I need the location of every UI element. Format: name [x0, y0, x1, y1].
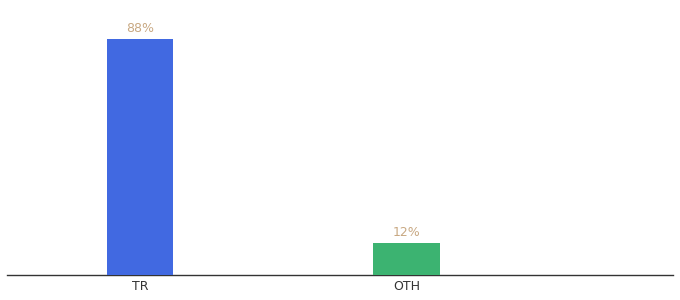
Text: 88%: 88% [126, 22, 154, 35]
Bar [107, 39, 173, 275]
Text: 12%: 12% [393, 226, 420, 239]
Bar [373, 243, 440, 275]
